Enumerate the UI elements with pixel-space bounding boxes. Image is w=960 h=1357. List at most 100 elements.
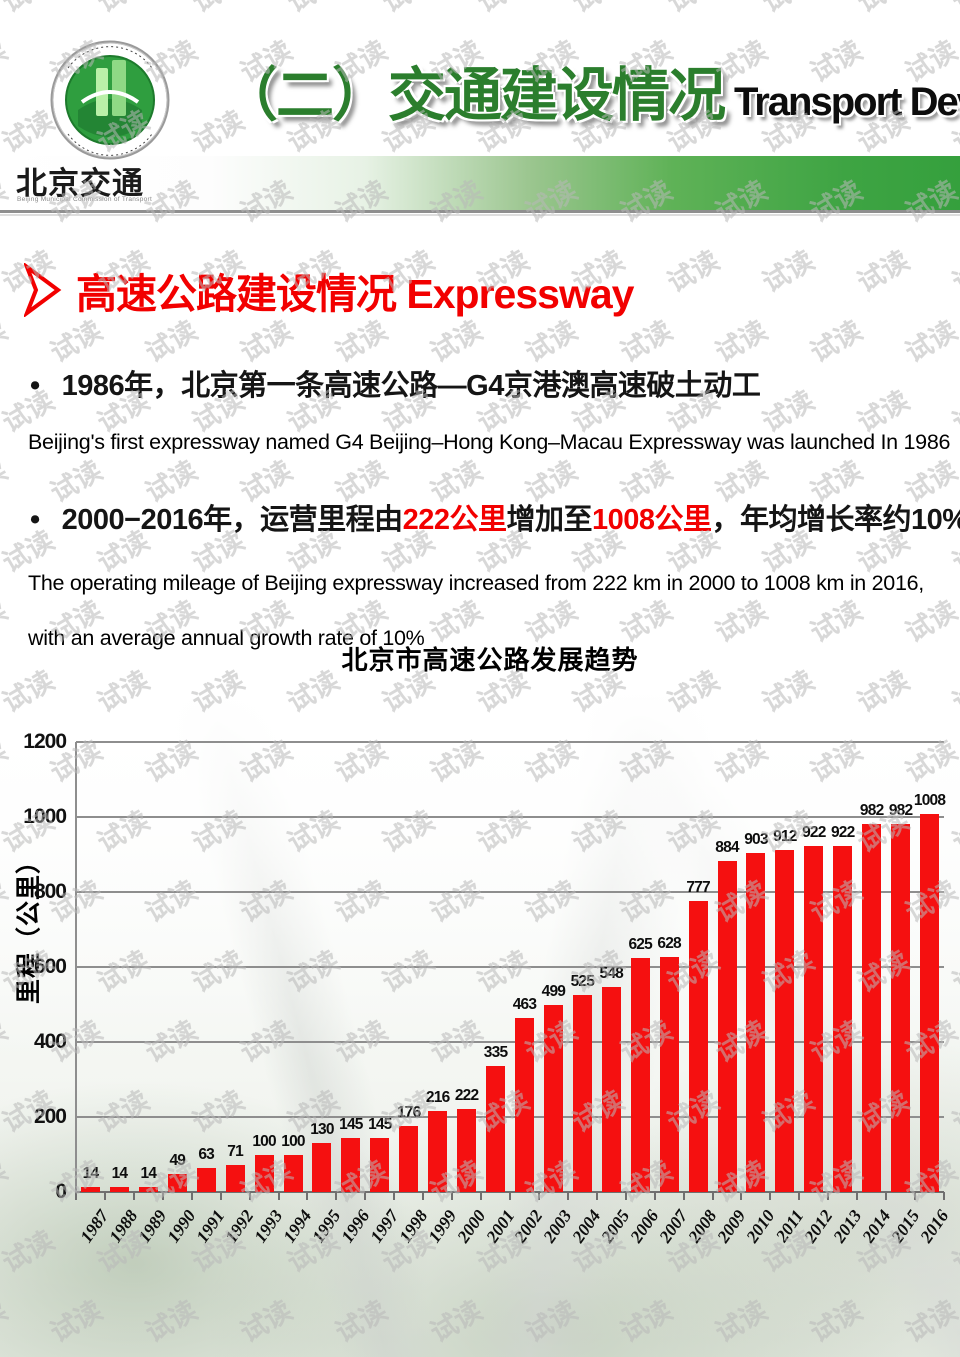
x-tickmark bbox=[451, 1192, 454, 1200]
bar bbox=[80, 1186, 100, 1192]
bullet-2-part-4: ，年均增长率约10% bbox=[711, 504, 960, 536]
bar bbox=[138, 1186, 158, 1192]
bar-value-label: 548 bbox=[599, 964, 624, 982]
bar bbox=[920, 814, 940, 1192]
bar bbox=[283, 1154, 303, 1192]
bar bbox=[862, 823, 882, 1192]
bar-value-label: 922 bbox=[802, 824, 826, 842]
bullet-2-part-0: 2000−2016年，运营里程由 bbox=[61, 504, 403, 536]
bar-value-label: 216 bbox=[425, 1089, 450, 1106]
bullet-2-highlight-1008km: 1008公里 bbox=[592, 504, 712, 536]
x-tickmark bbox=[132, 1192, 135, 1200]
x-tickmark bbox=[537, 1192, 540, 1200]
bar-value-label: 63 bbox=[198, 1146, 215, 1164]
watermark-text: 试读 bbox=[564, 0, 630, 20]
x-tickmark bbox=[364, 1192, 367, 1200]
x-tickmark bbox=[103, 1192, 106, 1200]
bar-value-label: 1008 bbox=[913, 792, 946, 809]
watermark-text: 试读 bbox=[279, 0, 345, 20]
x-tickmark bbox=[682, 1192, 685, 1200]
x-tickmark bbox=[277, 1192, 280, 1200]
header-gradient-band bbox=[0, 156, 960, 210]
page-title-cn: （二）交通建设情况 bbox=[220, 63, 726, 128]
watermark-text: 试读 bbox=[469, 0, 535, 20]
bar-value-label: 777 bbox=[686, 878, 710, 896]
bar-value-label: 14 bbox=[82, 1164, 99, 1182]
bar bbox=[109, 1186, 129, 1192]
x-tickmark bbox=[509, 1192, 511, 1200]
bar-value-label: 525 bbox=[570, 973, 595, 991]
bar bbox=[630, 957, 650, 1192]
x-tickmark bbox=[248, 1192, 251, 1200]
bullet-2-part-2: 增加至 bbox=[506, 504, 593, 536]
y-tick-label: 200 bbox=[33, 1105, 67, 1128]
bar bbox=[659, 956, 679, 1192]
bullet-2-cn: • 2000−2016年，运营里程由222公里增加至1008公里，年均增长率约10… bbox=[30, 496, 960, 538]
bar-value-label: 922 bbox=[830, 824, 855, 842]
bar-value-label: 145 bbox=[368, 1115, 392, 1133]
watermark-text: 试读 bbox=[754, 0, 820, 20]
watermark-text: 试读 bbox=[944, 0, 960, 20]
x-tickmark bbox=[943, 1192, 945, 1200]
bar bbox=[717, 860, 737, 1192]
bar bbox=[428, 1111, 448, 1192]
watermark-text: 试读 bbox=[0, 455, 13, 509]
header-divider bbox=[0, 210, 960, 213]
bar bbox=[254, 1154, 274, 1192]
bar-value-label: 884 bbox=[715, 838, 739, 856]
header-divider-shadow bbox=[0, 214, 960, 216]
chart-title: 北京市高速公路发展趋势 bbox=[341, 645, 639, 675]
x-tickmark bbox=[75, 1192, 77, 1200]
x-tickmark bbox=[190, 1192, 193, 1200]
x-tickmark bbox=[856, 1192, 859, 1200]
arrow-bullet-icon bbox=[24, 263, 62, 317]
y-tick-label: 1200 bbox=[23, 730, 67, 753]
beijing-transport-logo-icon bbox=[50, 40, 170, 160]
bar-value-label: 625 bbox=[628, 935, 652, 953]
bar-value-label: 14 bbox=[140, 1164, 157, 1182]
bar-value-label: 222 bbox=[454, 1086, 479, 1104]
bar bbox=[514, 1018, 534, 1192]
x-tickmark bbox=[595, 1192, 598, 1200]
bar bbox=[891, 823, 911, 1192]
bullet-1-cn-text: 1986年，北京第一条高速公路—G4京港澳高速破土动工 bbox=[61, 370, 761, 402]
bullet-2-highlight-222km: 222公里 bbox=[402, 504, 507, 536]
bar bbox=[312, 1143, 332, 1192]
gridline bbox=[76, 966, 944, 968]
bar-value-label: 982 bbox=[859, 801, 884, 819]
x-tickmark bbox=[422, 1192, 425, 1200]
bar bbox=[225, 1165, 245, 1192]
watermark-text: 试读 bbox=[805, 315, 868, 369]
bar-value-label: 463 bbox=[512, 996, 537, 1014]
x-tickmark bbox=[914, 1192, 917, 1200]
watermark-text: 试读 bbox=[757, 245, 820, 299]
watermark-text: 试读 bbox=[662, 245, 725, 299]
logo-org-name-cn: 北京交通 bbox=[16, 166, 144, 201]
bar bbox=[341, 1137, 361, 1192]
watermark-text: 试读 bbox=[710, 315, 773, 369]
x-tickmark bbox=[480, 1192, 483, 1200]
bar-value-label: 499 bbox=[541, 982, 566, 1000]
bar-value-label: 130 bbox=[310, 1121, 334, 1139]
bullet-dot: • bbox=[30, 504, 40, 536]
x-tickmark bbox=[653, 1192, 656, 1200]
bar-value-label: 903 bbox=[744, 831, 768, 849]
x-tickmark bbox=[624, 1192, 627, 1200]
bar bbox=[457, 1108, 477, 1192]
gridline bbox=[76, 741, 944, 743]
bar-value-label: 49 bbox=[169, 1151, 186, 1169]
bullet-1-cn: • 1986年，北京第一条高速公路—G4京港澳高速破土动工 bbox=[30, 362, 761, 404]
bar-value-label: 982 bbox=[888, 801, 913, 819]
bullet-1-en: Beijing's first expressway named G4 Beij… bbox=[28, 430, 951, 454]
y-tick-label: 600 bbox=[33, 955, 67, 978]
bar-value-label: 145 bbox=[339, 1115, 363, 1133]
x-tickmark bbox=[885, 1192, 888, 1200]
gridline bbox=[76, 1041, 944, 1043]
watermark-text: 试读 bbox=[659, 0, 725, 20]
bar bbox=[833, 846, 853, 1192]
y-axis-title: 里程（公里） bbox=[15, 848, 43, 1005]
logo-org-name-en: Beijing Municipal Commission of Transpor… bbox=[17, 196, 153, 203]
bar bbox=[196, 1168, 216, 1192]
watermark-text: 试读 bbox=[852, 245, 915, 299]
